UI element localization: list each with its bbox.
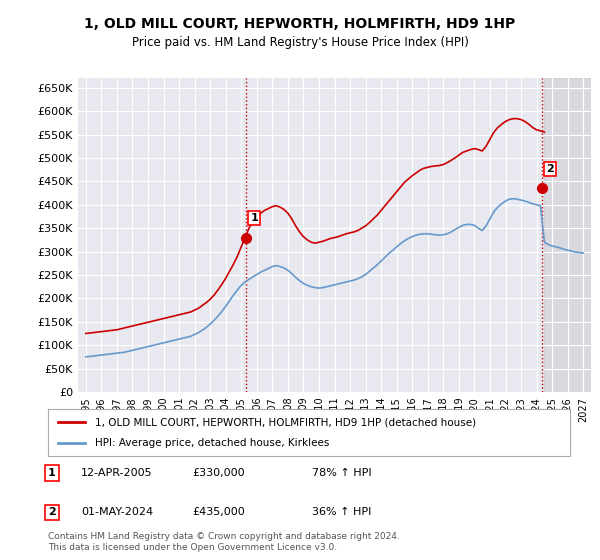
Text: Contains HM Land Registry data © Crown copyright and database right 2024.
This d: Contains HM Land Registry data © Crown c… <box>48 532 400 552</box>
Text: 78% ↑ HPI: 78% ↑ HPI <box>312 468 371 478</box>
Text: Price paid vs. HM Land Registry's House Price Index (HPI): Price paid vs. HM Land Registry's House … <box>131 36 469 49</box>
Text: 12-APR-2005: 12-APR-2005 <box>81 468 152 478</box>
Bar <box>544 78 591 392</box>
Text: 01-MAY-2024: 01-MAY-2024 <box>81 507 153 517</box>
Text: 36% ↑ HPI: 36% ↑ HPI <box>312 507 371 517</box>
Text: 1, OLD MILL COURT, HEPWORTH, HOLMFIRTH, HD9 1HP: 1, OLD MILL COURT, HEPWORTH, HOLMFIRTH, … <box>85 17 515 31</box>
Text: 2: 2 <box>547 164 554 174</box>
Text: 2: 2 <box>48 507 56 517</box>
Text: 1: 1 <box>48 468 56 478</box>
Text: HPI: Average price, detached house, Kirklees: HPI: Average price, detached house, Kirk… <box>95 438 329 448</box>
Text: £435,000: £435,000 <box>192 507 245 517</box>
Text: £330,000: £330,000 <box>192 468 245 478</box>
Text: 1, OLD MILL COURT, HEPWORTH, HOLMFIRTH, HD9 1HP (detached house): 1, OLD MILL COURT, HEPWORTH, HOLMFIRTH, … <box>95 417 476 427</box>
Text: 1: 1 <box>250 213 258 223</box>
